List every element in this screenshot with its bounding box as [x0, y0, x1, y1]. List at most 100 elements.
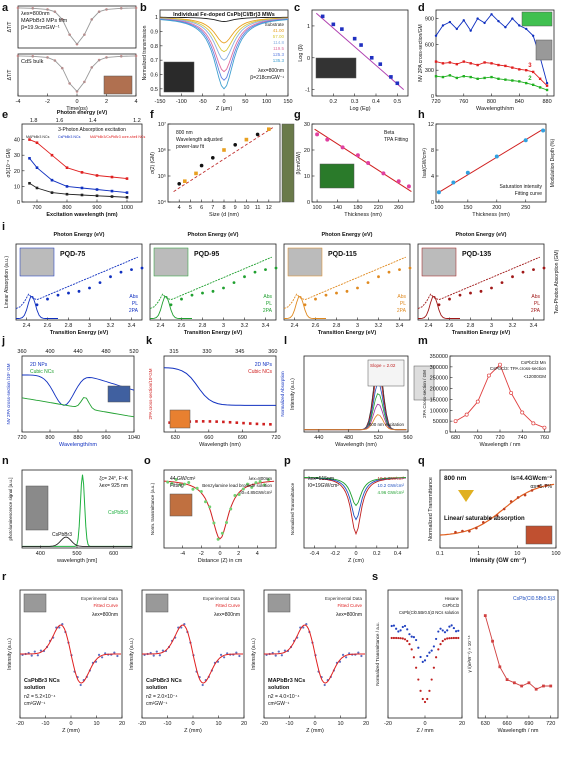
panel-b-xtick-label: -100 [176, 99, 187, 105]
panel-s-point [423, 659, 427, 662]
panel-o-legend-entry: 44 GW/cm² [170, 476, 196, 482]
panel-o-point [212, 521, 216, 525]
panel-q-point [475, 526, 478, 530]
panel-f-xtick-label: 10 [243, 205, 249, 211]
panel-d-point [518, 68, 521, 71]
panel-i-legend-entry: PL [400, 301, 406, 307]
panel-h-legend-entry: Fitting curve [515, 191, 542, 197]
panel-o-point [195, 486, 199, 490]
panel-s-point-2 [454, 636, 458, 640]
panel-r-inset [267, 593, 291, 613]
panel-d-point [531, 70, 535, 74]
panel-r-point [33, 650, 36, 653]
panel-q-point [482, 521, 485, 524]
panel-l-annotation: 800 nm excitation [369, 422, 405, 427]
panel-p-xtick-label: -0.4 [310, 551, 319, 557]
panel-o-point [178, 483, 182, 487]
panel-h-legend-entry: Saturation intensity [499, 184, 542, 190]
panel-j-xtick-label: 880 [73, 435, 82, 441]
panel-q-point [461, 529, 464, 533]
panel-d-point [497, 77, 500, 80]
panel-o-point [191, 487, 195, 491]
panel-i-xtick-label: 3.4 [262, 323, 270, 329]
panel-i-top-label: Photon Energy (eV) [455, 232, 506, 238]
panel-c-ytick-label: 0 [307, 56, 310, 62]
panel-s-point-2 [403, 638, 407, 641]
panel-o-point [262, 483, 266, 487]
panel-m-ytick-label: 50000 [433, 419, 448, 425]
panel-s-point [432, 645, 435, 648]
panel-g-ytick-label: 10 [304, 174, 310, 180]
panel-i-2pa-point [448, 297, 451, 301]
panel-d-ytick-label: 300 [425, 68, 434, 74]
panel-m-ytick-label: 300000 [430, 365, 448, 371]
panel-s-point-2 [437, 648, 440, 651]
panel-j-top-tick: 400 [45, 349, 54, 355]
panel-i-1-frame [15, 243, 143, 321]
panel-r-sample-label: solution [268, 685, 290, 691]
panel-a-xtick-label: -4 [16, 99, 21, 105]
panel-s-point-2 [392, 636, 396, 640]
panel-s-point-2 [395, 636, 398, 640]
panel-b-series-3 [159, 18, 289, 61]
panel-j-top-tick: 360 [17, 349, 26, 355]
panel-m-point [486, 373, 491, 378]
panel-n-series-black [22, 536, 132, 547]
panel-h-ytick-label: 8 [431, 148, 434, 154]
panel-s-series-point [520, 684, 524, 688]
panel-i-legend-entry: 2PA [531, 308, 541, 314]
panel-i-2pa-point [479, 289, 483, 293]
panel-q-point [544, 484, 548, 487]
panel-i-2pa-point [335, 291, 338, 295]
panel-o-point [208, 505, 212, 509]
panel-d-point [545, 84, 549, 87]
panel-j-xtick-label: 960 [101, 435, 110, 441]
panel-g-point [355, 153, 360, 158]
panel-c-xtick-label: 0.5 [394, 99, 402, 105]
panel-i-xtick-label: 2.8 [199, 323, 207, 329]
panel-i-xtick-label: 2.8 [65, 323, 73, 329]
panel-i-xtick-label: 3.2 [241, 323, 249, 329]
panel-e-point [28, 181, 31, 185]
panel-j-top-tick: 520 [129, 349, 138, 355]
panel-i-2pa-point [46, 297, 49, 301]
panel-i-xtick-label: 2.4 [23, 323, 31, 329]
panel-r-point [280, 654, 283, 657]
panel-s-point [421, 660, 424, 663]
panel-o-point [229, 507, 233, 511]
panel-j-legend-entry: 2D NPs [30, 362, 48, 368]
panel-r-fit-curve [264, 624, 365, 684]
panel-f-legend-entry: power-law fit [176, 144, 205, 150]
panel-i-legend-entry: 2PA [397, 308, 407, 314]
panel-r-xlabel: Z (mm) [62, 728, 80, 734]
panel-i-4-frame [417, 243, 545, 321]
panel-b-series-1 [159, 17, 289, 44]
panel-s-point-2 [441, 639, 444, 643]
panel-k-ylabel: 2PA cross-section/10⁶GM [148, 368, 153, 419]
panel-k-point [255, 422, 259, 426]
panel-r-point [36, 654, 39, 657]
panel-m-ytick-label: 350000 [430, 354, 448, 360]
panel-c-xlabel: Log (Eg) [349, 106, 370, 112]
panel-s-point [446, 629, 449, 632]
panel-s-series-point [498, 665, 502, 669]
panel-i-2pa-point [500, 281, 504, 285]
panel-o-point [166, 480, 170, 484]
panel-s-point [426, 654, 429, 658]
panel-k-xtick-label: 660 [204, 435, 213, 441]
panel-f-point [267, 127, 271, 131]
panel-r-xtick-label: -10 [286, 721, 294, 727]
panel-s-series-point [491, 639, 494, 643]
panel-o-ylabel: Norm. transmittance (a.u.) [150, 482, 155, 535]
panel-h-ytick-label: 0 [431, 200, 434, 206]
panel-i-pl-curve [284, 296, 326, 319]
panel-letter-j: j [1, 335, 5, 347]
panel-e-frame [21, 123, 143, 203]
panel-f-xtick-label: 9 [234, 205, 237, 211]
panel-i-2pa-point [67, 291, 70, 295]
panel-g-xtick-label: 140 [333, 205, 342, 211]
panel-q-annotation: 800 nm [444, 475, 467, 482]
panel-p-xtick-label: 0.2 [373, 551, 381, 557]
panel-b-ytick-label: 0.9 [150, 30, 158, 36]
panel-i-2pa-point [77, 289, 81, 293]
